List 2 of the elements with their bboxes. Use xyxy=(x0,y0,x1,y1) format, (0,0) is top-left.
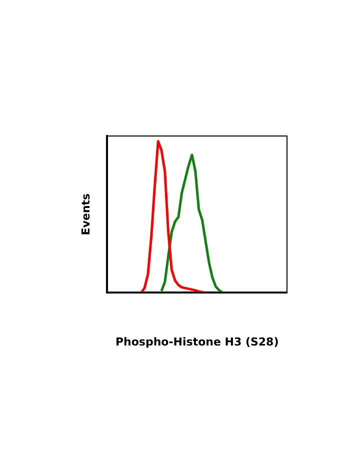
x-axis-title: Phospho-Histone H3 (S28) xyxy=(115,335,279,348)
y-axis-title: Events xyxy=(79,192,92,236)
